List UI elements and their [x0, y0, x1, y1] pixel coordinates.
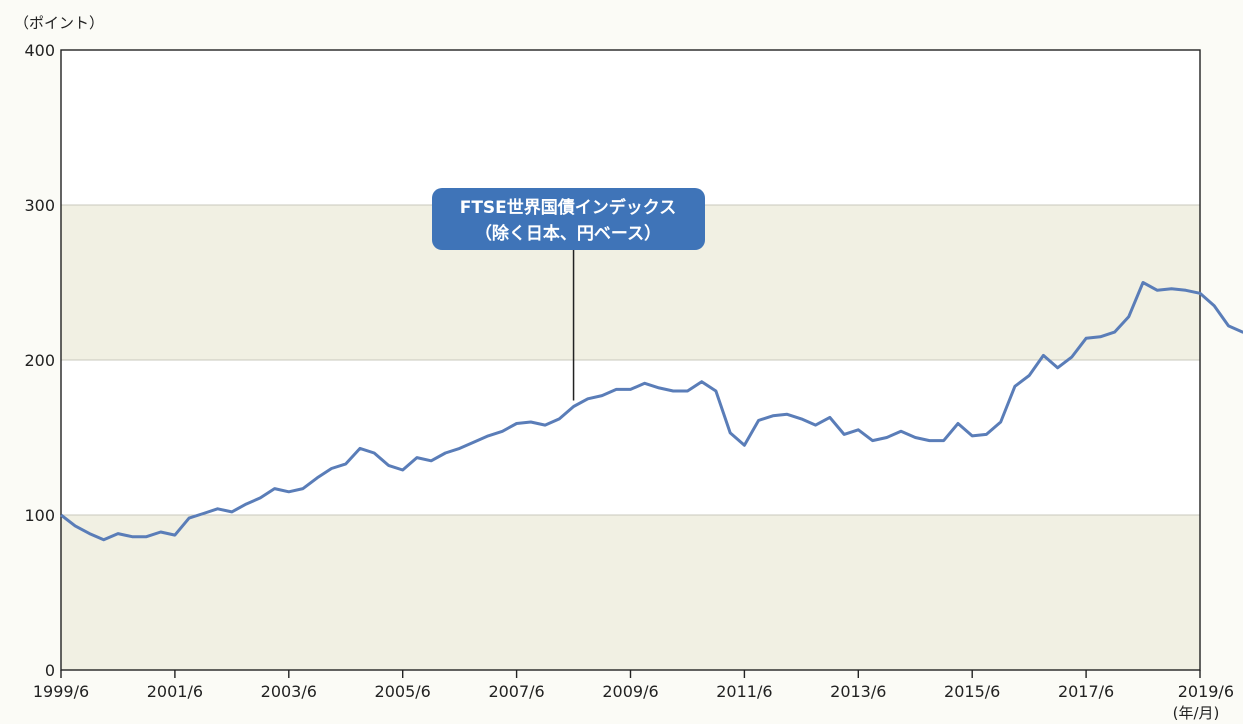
- x-tick-label: 2015/6: [944, 682, 1000, 701]
- x-tick-label: 2009/6: [602, 682, 658, 701]
- callout-box: [432, 188, 705, 250]
- y-tick-label: 300: [24, 196, 55, 215]
- x-tick-label: 2019/6: [1178, 682, 1234, 701]
- x-tick-label: 2005/6: [375, 682, 431, 701]
- y-unit-label: （ポイント）: [14, 14, 104, 32]
- y-tick-label: 400: [24, 41, 55, 60]
- callout-line2: （除く日本、円ベース）: [475, 223, 661, 244]
- annotation: FTSE世界国債インデックス （除く日本、円ベース）: [432, 188, 705, 401]
- x-tick-label: 2007/6: [488, 682, 544, 701]
- x-tick-label: 1999/6: [33, 682, 89, 701]
- y-tick-label: 100: [24, 506, 55, 525]
- x-tick-label: 2003/6: [261, 682, 317, 701]
- x-axis: 1999/6 2001/6 2003/6 2005/6 2007/6 2009/6 2011…: [33, 670, 1234, 701]
- x-unit-label: (年/月): [1173, 704, 1220, 722]
- series-layer: [60, 281, 1243, 542]
- band: [61, 360, 1200, 515]
- x-tick-label: 2013/6: [830, 682, 886, 701]
- y-tick-label: 200: [24, 351, 55, 370]
- callout-line1: FTSE世界国債インデックス: [460, 197, 677, 218]
- x-tick-label: 2011/6: [716, 682, 772, 701]
- band: [61, 515, 1200, 670]
- x-tick-label: 2017/6: [1058, 682, 1114, 701]
- y-tick-label: 0: [45, 661, 55, 680]
- y-axis: 0 100 200 300 400: [24, 41, 55, 680]
- series-line: [60, 281, 1243, 542]
- background-bands: [61, 50, 1200, 670]
- band: [61, 50, 1200, 205]
- x-tick-label: 2001/6: [147, 682, 203, 701]
